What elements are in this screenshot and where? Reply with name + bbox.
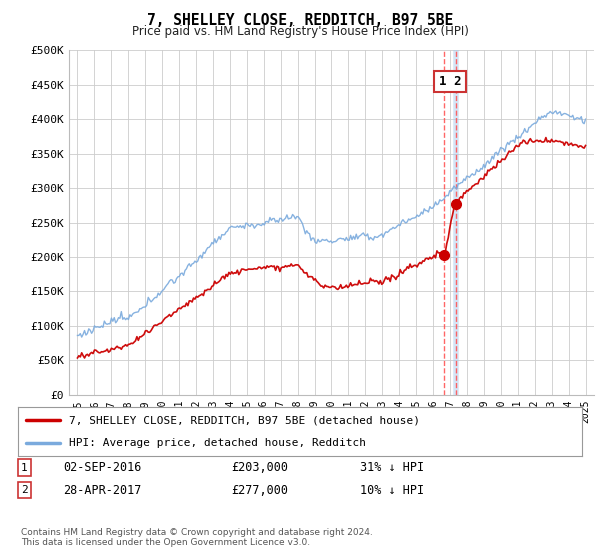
Text: 28-APR-2017: 28-APR-2017	[63, 483, 142, 497]
Text: 1: 1	[21, 463, 28, 473]
Text: HPI: Average price, detached house, Redditch: HPI: Average price, detached house, Redd…	[69, 438, 366, 448]
Text: £203,000: £203,000	[231, 461, 288, 474]
Text: 10% ↓ HPI: 10% ↓ HPI	[360, 483, 424, 497]
Text: 31% ↓ HPI: 31% ↓ HPI	[360, 461, 424, 474]
Text: 2: 2	[21, 485, 28, 495]
Text: Contains HM Land Registry data © Crown copyright and database right 2024.
This d: Contains HM Land Registry data © Crown c…	[21, 528, 373, 547]
Text: 7, SHELLEY CLOSE, REDDITCH, B97 5BE: 7, SHELLEY CLOSE, REDDITCH, B97 5BE	[147, 13, 453, 28]
Text: 02-SEP-2016: 02-SEP-2016	[63, 461, 142, 474]
Text: Price paid vs. HM Land Registry's House Price Index (HPI): Price paid vs. HM Land Registry's House …	[131, 25, 469, 38]
Text: £277,000: £277,000	[231, 483, 288, 497]
Text: 1 2: 1 2	[439, 75, 461, 88]
Text: 7, SHELLEY CLOSE, REDDITCH, B97 5BE (detached house): 7, SHELLEY CLOSE, REDDITCH, B97 5BE (det…	[69, 416, 420, 426]
